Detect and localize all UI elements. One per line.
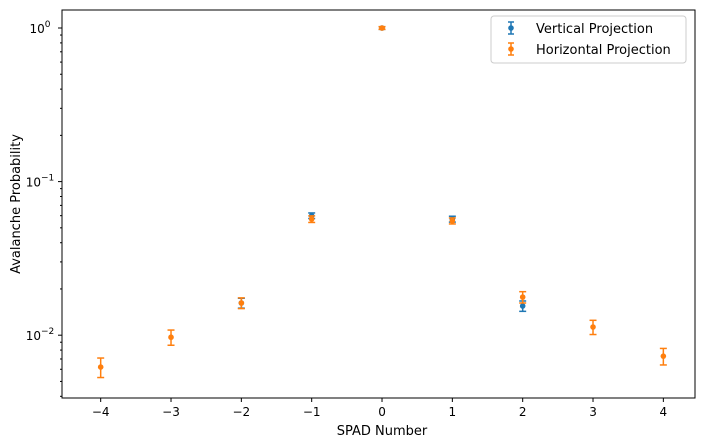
legend-marker: [508, 25, 514, 31]
x-tick-label: 3: [589, 405, 597, 419]
x-tick-label: 2: [519, 405, 527, 419]
data-point: [449, 218, 456, 224]
x-axis-label: SPAD Number: [337, 424, 428, 439]
x-tick-label: 4: [660, 405, 668, 419]
data-point: [308, 216, 315, 222]
x-tick-label: −4: [92, 405, 110, 419]
data-point: [238, 300, 245, 306]
plot-area: [97, 25, 667, 379]
data-point: [379, 25, 385, 31]
x-tick-label: −2: [232, 405, 250, 419]
data-point: [519, 303, 526, 309]
data-point: [519, 294, 526, 300]
data-point: [660, 353, 667, 359]
legend-label: Vertical Projection: [536, 22, 653, 37]
x-tick-label: 1: [449, 405, 457, 419]
legend: Vertical Projection Horizontal Projection: [490, 15, 687, 64]
x-tick-label: 0: [378, 405, 386, 419]
legend-label: Horizontal Projection: [536, 43, 671, 58]
data-point: [168, 334, 174, 341]
y-axis-label: Avalanche Probability: [9, 134, 24, 274]
axes-frame: [61, 9, 696, 399]
x-tick-label: −1: [303, 405, 321, 419]
y-tick-label: 10−1: [26, 174, 55, 190]
ticks: −4 −3 −2 −1 0 1 2 3 4 10−2 10−1 100: [26, 20, 667, 419]
y-tick-label: 100: [29, 20, 50, 36]
data-point: [97, 364, 104, 370]
y-tick-label: 10−2: [26, 327, 55, 343]
x-tick-label: −3: [162, 405, 180, 419]
legend-frame: [490, 15, 687, 64]
data-point: [590, 324, 596, 330]
legend-marker: [508, 46, 514, 52]
